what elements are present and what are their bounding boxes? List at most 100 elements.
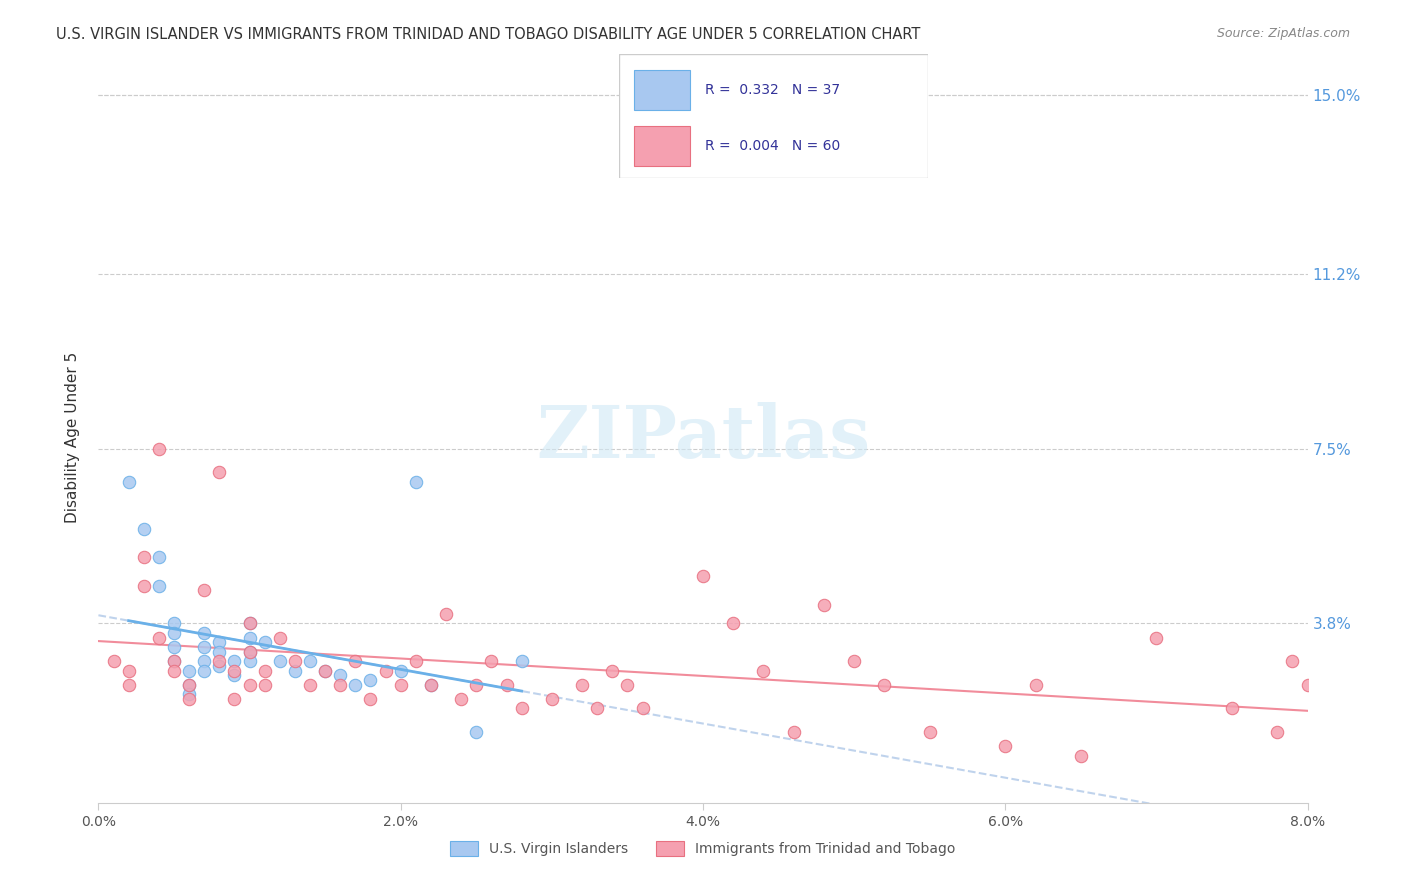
Point: [586, 701, 609, 715]
Point: [163, 654, 186, 668]
Point: [1281, 654, 1303, 668]
Point: [269, 654, 291, 668]
Point: [405, 654, 427, 668]
Point: [132, 522, 155, 536]
Point: [420, 678, 443, 692]
Point: [118, 678, 141, 692]
Point: [510, 654, 533, 668]
Point: [208, 654, 231, 668]
Point: [389, 678, 412, 692]
Point: [284, 664, 307, 678]
Point: [103, 654, 125, 668]
Point: [148, 579, 170, 593]
Point: [193, 626, 215, 640]
Point: [1146, 631, 1168, 645]
Point: [844, 654, 866, 668]
Point: [1220, 701, 1243, 715]
Point: [495, 678, 517, 692]
Point: [239, 645, 262, 659]
Point: [179, 678, 201, 692]
Point: [253, 664, 276, 678]
Point: [208, 466, 231, 480]
Text: U.S. VIRGIN ISLANDER VS IMMIGRANTS FROM TRINIDAD AND TOBAGO DISABILITY AGE UNDER: U.S. VIRGIN ISLANDER VS IMMIGRANTS FROM …: [56, 27, 921, 42]
Point: [481, 654, 503, 668]
Point: [873, 678, 896, 692]
Point: [208, 659, 231, 673]
Point: [329, 668, 352, 682]
Point: [163, 616, 186, 631]
Point: [148, 550, 170, 565]
Point: [253, 635, 276, 649]
Point: [1296, 678, 1319, 692]
Point: [405, 475, 427, 489]
Point: [224, 692, 246, 706]
Point: [1267, 725, 1289, 739]
Point: [420, 678, 443, 692]
Point: [752, 664, 775, 678]
Point: [314, 664, 336, 678]
Point: [269, 631, 291, 645]
Point: [163, 626, 186, 640]
Point: [344, 678, 367, 692]
Point: [450, 692, 472, 706]
Point: [299, 678, 322, 692]
Text: ZIPatlas: ZIPatlas: [536, 401, 870, 473]
Point: [239, 616, 262, 631]
Text: R =  0.332   N = 37: R = 0.332 N = 37: [706, 83, 841, 96]
Point: [179, 692, 201, 706]
Point: [163, 654, 186, 668]
Point: [299, 654, 322, 668]
Bar: [634, 126, 690, 166]
Point: [239, 645, 262, 659]
Point: [465, 725, 488, 739]
Point: [344, 654, 367, 668]
Point: [616, 678, 638, 692]
Point: [918, 725, 941, 739]
Point: [118, 664, 141, 678]
Point: [224, 654, 246, 668]
FancyBboxPatch shape: [619, 54, 928, 178]
Y-axis label: Disability Age Under 5: Disability Age Under 5: [65, 351, 80, 523]
Point: [329, 678, 352, 692]
Point: [239, 616, 262, 631]
Point: [208, 645, 231, 659]
Point: [813, 598, 835, 612]
Point: [434, 607, 457, 621]
Point: [783, 725, 806, 739]
Point: [723, 616, 745, 631]
Point: [224, 668, 246, 682]
Point: [118, 475, 141, 489]
Point: [374, 664, 396, 678]
Point: [148, 442, 170, 456]
Point: [540, 692, 562, 706]
Legend: U.S. Virgin Islanders, Immigrants from Trinidad and Tobago: U.S. Virgin Islanders, Immigrants from T…: [444, 836, 962, 862]
Point: [631, 701, 654, 715]
Point: [389, 664, 412, 678]
Point: [179, 687, 201, 701]
Point: [148, 631, 170, 645]
Point: [1025, 678, 1047, 692]
Point: [179, 678, 201, 692]
Point: [179, 664, 201, 678]
Point: [360, 692, 382, 706]
Point: [692, 569, 714, 583]
Point: [163, 640, 186, 654]
Point: [239, 654, 262, 668]
Text: Source: ZipAtlas.com: Source: ZipAtlas.com: [1216, 27, 1350, 40]
Text: R =  0.004   N = 60: R = 0.004 N = 60: [706, 139, 841, 153]
Point: [602, 664, 624, 678]
Point: [284, 654, 307, 668]
Point: [253, 678, 276, 692]
Point: [571, 678, 593, 692]
Point: [132, 550, 155, 565]
Point: [193, 654, 215, 668]
Point: [465, 678, 488, 692]
Point: [193, 664, 215, 678]
Point: [208, 635, 231, 649]
Point: [1070, 748, 1092, 763]
Point: [994, 739, 1017, 754]
Point: [510, 701, 533, 715]
Point: [193, 640, 215, 654]
Bar: [634, 70, 690, 110]
Point: [239, 678, 262, 692]
